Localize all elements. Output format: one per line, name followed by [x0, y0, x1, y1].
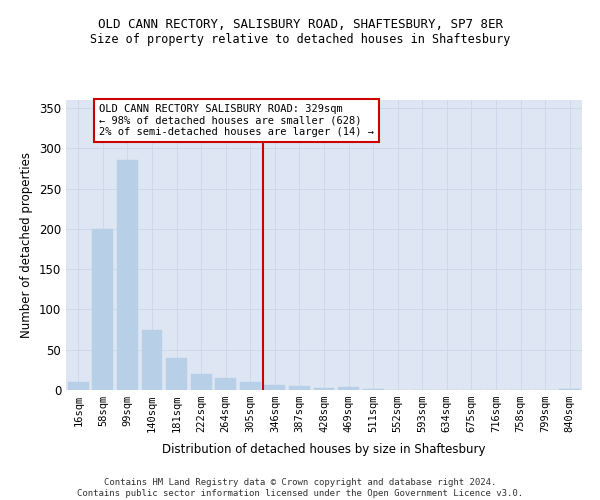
- Bar: [92, 229, 113, 390]
- Text: Size of property relative to detached houses in Shaftesbury: Size of property relative to detached ho…: [90, 32, 510, 46]
- Bar: [191, 374, 212, 390]
- Text: Contains HM Land Registry data © Crown copyright and database right 2024.
Contai: Contains HM Land Registry data © Crown c…: [77, 478, 523, 498]
- Bar: [142, 330, 163, 390]
- Y-axis label: Number of detached properties: Number of detached properties: [20, 152, 34, 338]
- Bar: [314, 388, 334, 390]
- Bar: [68, 382, 89, 390]
- Text: OLD CANN RECTORY SALISBURY ROAD: 329sqm
← 98% of detached houses are smaller (62: OLD CANN RECTORY SALISBURY ROAD: 329sqm …: [99, 104, 374, 137]
- Bar: [289, 386, 310, 390]
- Bar: [265, 385, 286, 390]
- Bar: [240, 382, 261, 390]
- Bar: [338, 387, 359, 390]
- Bar: [559, 389, 580, 390]
- X-axis label: Distribution of detached houses by size in Shaftesbury: Distribution of detached houses by size …: [162, 444, 486, 456]
- Bar: [362, 389, 383, 390]
- Bar: [215, 378, 236, 390]
- Bar: [166, 358, 187, 390]
- Text: OLD CANN RECTORY, SALISBURY ROAD, SHAFTESBURY, SP7 8ER: OLD CANN RECTORY, SALISBURY ROAD, SHAFTE…: [97, 18, 503, 30]
- Bar: [117, 160, 138, 390]
